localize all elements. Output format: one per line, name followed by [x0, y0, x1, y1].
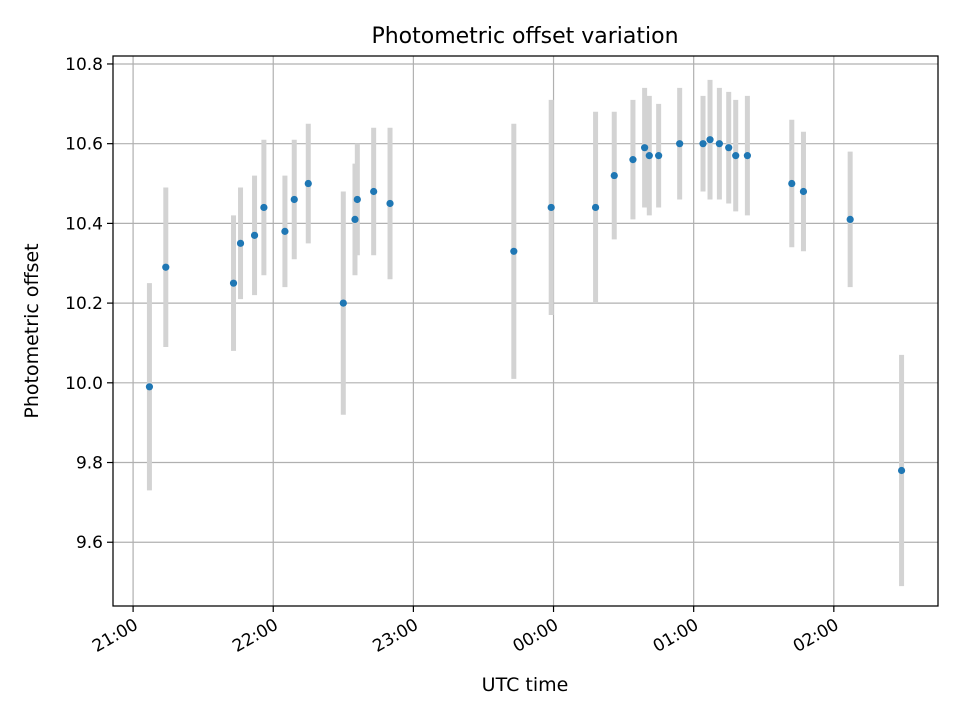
data-point [386, 199, 394, 208]
data-point [591, 203, 600, 212]
data-point [846, 215, 854, 224]
grid-lines [113, 56, 938, 606]
data-point [250, 231, 259, 239]
data-point [290, 195, 298, 204]
chart-title: Photometric offset variation [371, 24, 678, 49]
data-point [339, 299, 347, 307]
data-point [788, 179, 796, 188]
y-tick-label: 10.2 [65, 294, 103, 314]
data-point [645, 152, 653, 160]
plot-frame [112, 55, 939, 607]
data-point [229, 279, 238, 287]
y-tick-label: 9.6 [76, 533, 103, 553]
data-point [897, 466, 906, 475]
data-point [743, 152, 751, 160]
data-points [145, 136, 906, 475]
data-point [304, 179, 312, 188]
data-point [610, 171, 618, 180]
data-point [715, 140, 723, 148]
y-axis-label: Photometric offset [21, 243, 43, 418]
data-point [145, 383, 154, 391]
data-point [281, 227, 289, 235]
x-axis-label: UTC time [482, 674, 569, 696]
data-point [370, 187, 378, 196]
data-point [547, 203, 555, 212]
data-point [799, 187, 808, 196]
data-point [351, 215, 359, 224]
y-tick-label: 10.4 [65, 214, 103, 234]
data-point [260, 203, 268, 212]
y-tick-label: 10.0 [65, 374, 103, 394]
data-point [676, 140, 684, 148]
data-point [732, 152, 740, 160]
data-point [725, 144, 733, 152]
data-point [706, 136, 714, 144]
data-point [162, 263, 170, 271]
data-point [641, 144, 649, 152]
data-point [629, 156, 637, 164]
y-tick-label: 9.8 [76, 454, 103, 474]
data-point [353, 195, 361, 204]
y-tick-label: 10.8 [65, 55, 103, 75]
data-point [655, 152, 663, 160]
data-point [699, 140, 707, 148]
y-tick-label: 10.6 [65, 135, 103, 155]
y-axis-ticks: 9.6 9.8 10.0 10.2 10.4 10.6 10.8 [65, 55, 113, 553]
data-point [510, 247, 518, 255]
data-point [236, 239, 245, 247]
